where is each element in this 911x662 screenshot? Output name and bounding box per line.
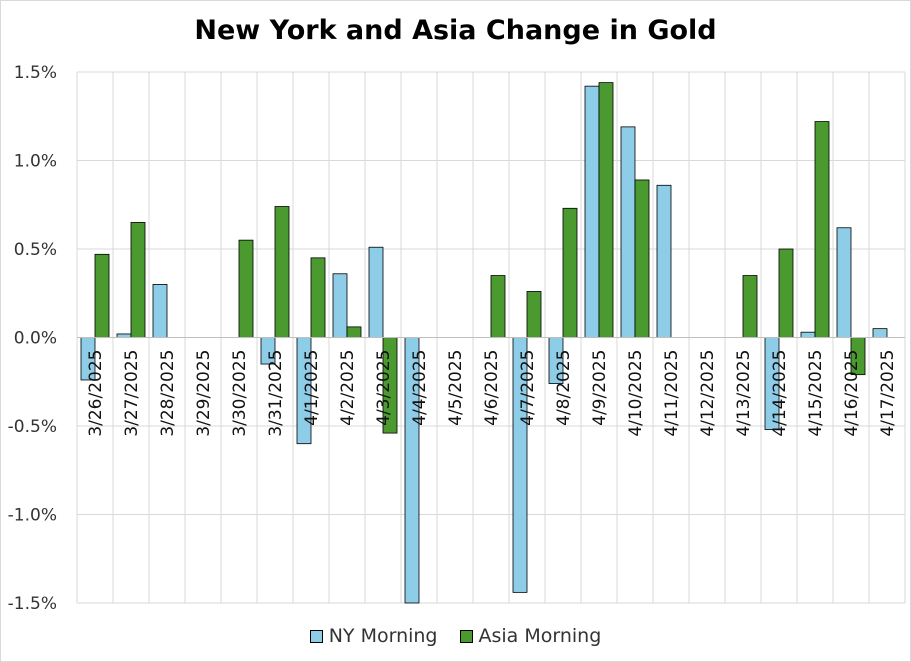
bar-asia-morning [562,207,578,338]
legend-swatch-asia [459,629,473,643]
bar-ny-morning [116,333,132,338]
x-tick-label: 4/11/2025 [662,350,682,437]
x-tick-label: 3/31/2025 [266,350,286,437]
x-tick-label: 4/7/2025 [518,350,538,426]
bar-asia-morning [490,275,506,338]
chart-title: New York and Asia Change in Gold [194,15,717,46]
x-tick-label: 4/3/2025 [374,350,394,426]
bar-asia-morning [778,248,794,338]
x-tick-label: 4/5/2025 [446,350,466,426]
x-tick-label: 3/28/2025 [158,350,178,437]
bar-asia-morning [94,253,110,338]
bar-asia-morning [598,82,614,338]
bar-ny-morning [800,331,816,338]
bar-ny-morning [620,126,636,338]
legend: NY Morning Asia Morning [1,625,910,647]
x-tick-label: 3/30/2025 [230,350,250,437]
x-tick-label: 4/13/2025 [734,350,754,437]
bar-asia-morning [742,275,758,338]
bar-asia-morning [346,326,362,338]
x-tick-label: 4/2/2025 [338,350,358,426]
legend-item-ny: NY Morning [309,625,438,647]
legend-label-ny: NY Morning [328,625,438,647]
y-tick-label: -0.5% [8,417,57,437]
x-tick-label: 4/8/2025 [554,350,574,426]
x-tick-label: 4/14/2025 [770,350,790,437]
x-tick-label: 4/17/2025 [878,350,898,437]
bar-ny-morning [872,328,888,338]
bar-asia-morning [274,206,290,338]
y-tick-label: 0.5% [14,240,57,260]
bar-ny-morning [656,184,672,338]
bar-asia-morning [814,121,830,338]
x-tick-label: 4/6/2025 [482,350,502,426]
y-tick-label: -1.5% [8,594,57,614]
bar-ny-morning [584,85,600,338]
bar-asia-morning [130,222,146,338]
y-tick-label: 0.0% [14,329,57,349]
x-tick-label: 4/4/2025 [410,350,430,426]
x-tick-label: 4/15/2025 [806,350,826,437]
x-tick-label: 4/10/2025 [626,350,646,437]
legend-label-asia: Asia Morning [478,625,602,647]
x-tick-label: 4/9/2025 [590,350,610,426]
x-tick-label: 4/16/2025 [842,350,862,437]
y-tick-label: -1.0% [8,506,57,526]
x-tick-label: 4/1/2025 [302,350,322,426]
bar-asia-morning [634,179,650,338]
legend-item-asia: Asia Morning [459,625,602,647]
legend-swatch-ny [309,629,323,643]
x-tick-label: 3/29/2025 [194,350,214,437]
bar-asia-morning [238,239,254,338]
bar-ny-morning [836,227,852,338]
bar-asia-morning [526,291,542,338]
x-tick-label: 4/12/2025 [698,350,718,437]
bar-ny-morning [332,273,348,338]
bar-asia-morning [310,257,326,338]
x-tick-label: 3/26/2025 [86,350,106,437]
bar-ny-morning [368,246,384,338]
y-tick-label: 1.5% [14,63,57,83]
bar-ny-morning [152,283,168,338]
x-tick-label: 3/27/2025 [122,350,142,437]
y-tick-label: 1.0% [14,152,57,172]
